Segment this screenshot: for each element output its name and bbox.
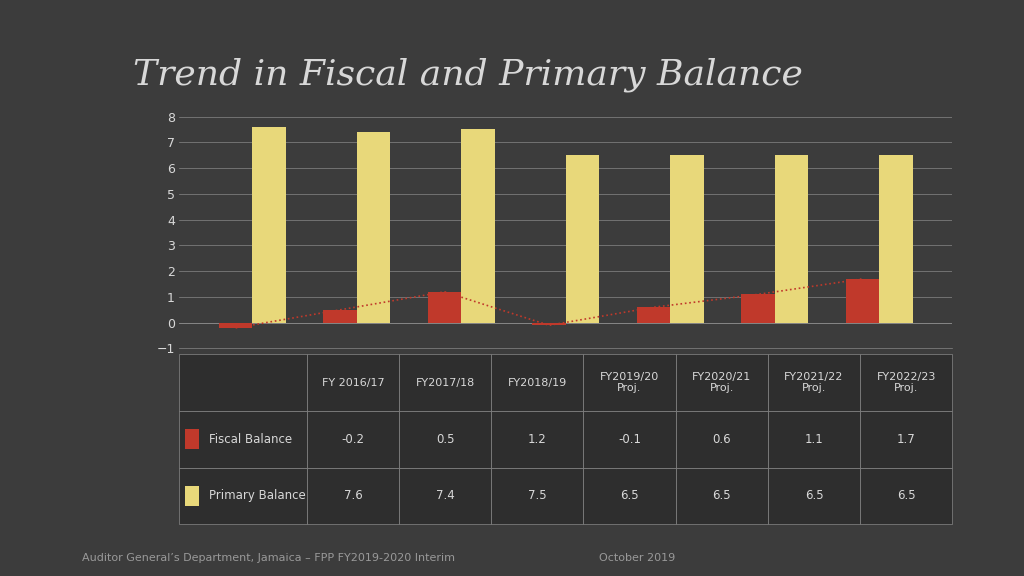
Text: 6.5: 6.5 <box>805 490 823 502</box>
Text: 6.5: 6.5 <box>621 490 639 502</box>
Bar <box>768 411 860 468</box>
Text: Fiscal Balance: Fiscal Balance <box>209 433 292 446</box>
Bar <box>676 354 768 411</box>
Bar <box>532 323 565 325</box>
Text: 7.5: 7.5 <box>528 490 547 502</box>
Text: -0.2: -0.2 <box>341 433 365 446</box>
Bar <box>584 354 676 411</box>
Text: 6.5: 6.5 <box>713 490 731 502</box>
Text: FY2018/19: FY2018/19 <box>508 377 567 388</box>
Bar <box>179 411 307 468</box>
Text: FY2020/21
Proj.: FY2020/21 Proj. <box>692 372 752 393</box>
Bar <box>399 411 492 468</box>
Bar <box>768 468 860 524</box>
Bar <box>307 354 399 411</box>
Text: FY2022/23
Proj.: FY2022/23 Proj. <box>877 372 936 393</box>
Text: 1.2: 1.2 <box>528 433 547 446</box>
Bar <box>846 279 880 323</box>
Bar <box>565 155 599 323</box>
Bar <box>492 354 584 411</box>
Text: Primary Balance: Primary Balance <box>209 490 305 502</box>
Bar <box>179 468 307 524</box>
Text: FY2019/20
Proj.: FY2019/20 Proj. <box>600 372 659 393</box>
Bar <box>676 411 768 468</box>
Bar <box>860 354 952 411</box>
Bar <box>219 323 252 328</box>
Text: FY2021/22
Proj.: FY2021/22 Proj. <box>784 372 844 393</box>
Bar <box>307 411 399 468</box>
Text: FY 2016/17: FY 2016/17 <box>322 377 384 388</box>
Text: 7.6: 7.6 <box>343 490 362 502</box>
Text: -0.1: -0.1 <box>618 433 641 446</box>
Bar <box>671 155 703 323</box>
Bar <box>461 130 495 323</box>
Text: 1.7: 1.7 <box>897 433 915 446</box>
Bar <box>307 468 399 524</box>
Text: 1.1: 1.1 <box>805 433 823 446</box>
Bar <box>356 132 390 323</box>
Bar <box>676 468 768 524</box>
Bar <box>860 411 952 468</box>
Text: 0.6: 0.6 <box>713 433 731 446</box>
Bar <box>860 468 952 524</box>
Bar <box>399 354 492 411</box>
Bar <box>185 486 200 506</box>
Bar <box>637 307 671 323</box>
Bar <box>775 155 808 323</box>
Text: Trend in Fiscal and Primary Balance: Trend in Fiscal and Primary Balance <box>133 58 803 92</box>
Text: Auditor General’s Department, Jamaica – FPP FY2019-2020 Interim: Auditor General’s Department, Jamaica – … <box>82 554 455 563</box>
Bar <box>768 354 860 411</box>
Bar <box>880 155 912 323</box>
Bar <box>399 468 492 524</box>
Bar <box>492 411 584 468</box>
Bar <box>741 294 775 323</box>
Bar <box>185 429 200 449</box>
Bar <box>179 354 307 411</box>
Text: 6.5: 6.5 <box>897 490 915 502</box>
Bar <box>252 127 286 323</box>
Bar <box>428 292 461 323</box>
Bar <box>324 310 356 323</box>
Bar <box>584 468 676 524</box>
Bar <box>584 411 676 468</box>
Text: October 2019: October 2019 <box>599 554 675 563</box>
Text: 0.5: 0.5 <box>436 433 455 446</box>
Text: FY2017/18: FY2017/18 <box>416 377 475 388</box>
Text: 7.4: 7.4 <box>436 490 455 502</box>
Bar <box>492 468 584 524</box>
